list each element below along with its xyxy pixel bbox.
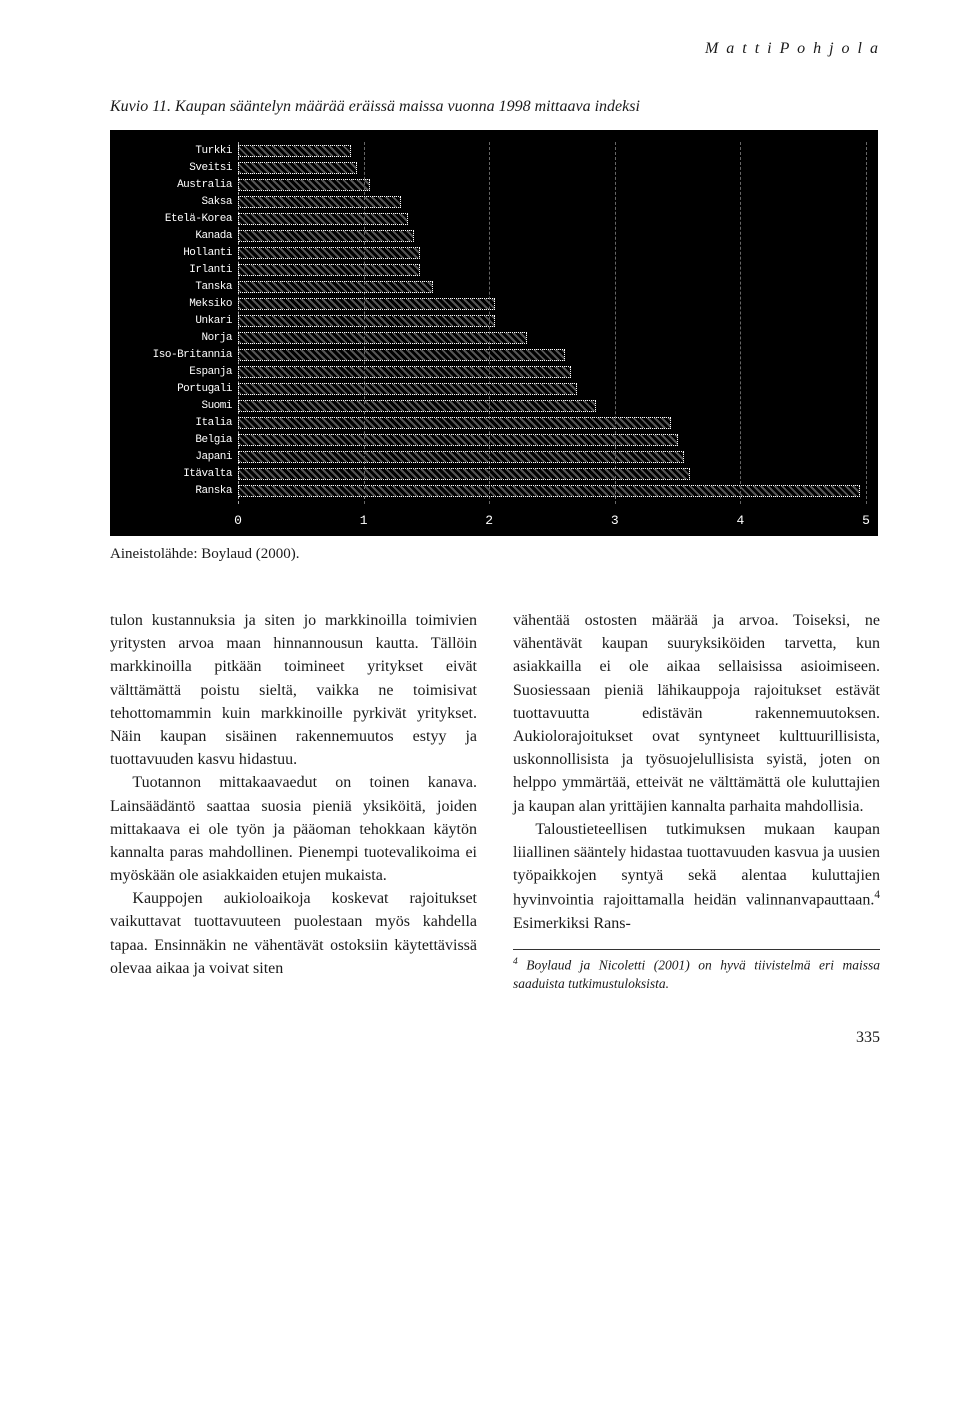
category-label: Itävalta — [110, 468, 238, 480]
body-columns: tulon kustannuksia ja siten jo markkinoi… — [110, 609, 880, 993]
footnote: 4 Boylaud ja Nicoletti (2001) on hyvä ti… — [513, 956, 880, 993]
footnote-rule — [513, 949, 880, 950]
bar — [238, 213, 408, 225]
bar — [238, 434, 678, 446]
bar — [238, 400, 596, 412]
bar — [238, 417, 671, 429]
category-label: Saksa — [110, 196, 238, 208]
left-column: tulon kustannuksia ja siten jo markkinoi… — [110, 609, 477, 993]
paragraph: Kauppojen aukioloaikoja koskevat rajoitu… — [110, 887, 477, 980]
category-label: Meksiko — [110, 298, 238, 310]
bar-row: Ranska — [110, 484, 866, 498]
bar-row: Australia — [110, 178, 866, 192]
bar-row: Japani — [110, 450, 866, 464]
bar — [238, 366, 571, 378]
category-label: Sveitsi — [110, 162, 238, 174]
bar — [238, 383, 577, 395]
bar — [238, 332, 527, 344]
bar-row: Irlanti — [110, 263, 866, 277]
bar-row: Norja — [110, 331, 866, 345]
bar-row: Italia — [110, 416, 866, 430]
x-tick-label: 5 — [862, 513, 870, 528]
bar — [238, 468, 690, 480]
bar-row: Iso-Britannia — [110, 348, 866, 362]
bar-row: Espanja — [110, 365, 866, 379]
bar — [238, 196, 401, 208]
bar-row: Suomi — [110, 399, 866, 413]
bar-row: Unkari — [110, 314, 866, 328]
bar-row: Turkki — [110, 144, 866, 158]
category-label: Ranska — [110, 485, 238, 497]
category-label: Iso-Britannia — [110, 349, 238, 361]
gridline — [866, 142, 867, 504]
category-label: Etelä-Korea — [110, 213, 238, 225]
running-head: M a t t i P o h j o l a — [110, 40, 880, 58]
regulation-index-chart: 0 1 2 3 4 5 Turkki Sveitsi Australia Saksa Etelä-K… — [110, 130, 878, 536]
bar — [238, 451, 684, 463]
category-label: Espanja — [110, 366, 238, 378]
category-label: Hollanti — [110, 247, 238, 259]
bar-row: Itävalta — [110, 467, 866, 481]
bar — [238, 315, 495, 327]
category-label: Italia — [110, 417, 238, 429]
category-label: Irlanti — [110, 264, 238, 276]
bar — [238, 485, 860, 497]
x-tick-label: 2 — [485, 513, 493, 528]
bar-row: Kanada — [110, 229, 866, 243]
bar — [238, 162, 357, 174]
bar — [238, 298, 495, 310]
bar-row: Tanska — [110, 280, 866, 294]
bar-row: Belgia — [110, 433, 866, 447]
category-label: Belgia — [110, 434, 238, 446]
bar-row: Hollanti — [110, 246, 866, 260]
bar — [238, 230, 414, 242]
x-tick-label: 0 — [234, 513, 242, 528]
footnote-ref: 4 — [874, 889, 880, 901]
category-label: Australia — [110, 179, 238, 191]
figure-source: Aineistolähde: Boylaud (2000). — [110, 546, 880, 563]
x-tick-label: 4 — [736, 513, 744, 528]
bar-row: Saksa — [110, 195, 866, 209]
bar — [238, 247, 420, 259]
figure-caption: Kuvio 11. Kaupan sääntelyn määrää eräiss… — [110, 98, 880, 116]
bar-row: Etelä-Korea — [110, 212, 866, 226]
bar — [238, 281, 433, 293]
x-tick-label: 1 — [360, 513, 368, 528]
right-column: vähentää ostosten määrää ja arvoa. Toise… — [513, 609, 880, 993]
paragraph: vähentää ostosten määrää ja arvoa. Toise… — [513, 609, 880, 818]
paragraph: tulon kustannuksia ja siten jo markkinoi… — [110, 609, 477, 771]
paragraph-text: Esimerkiksi Rans- — [513, 915, 631, 932]
category-label: Tanska — [110, 281, 238, 293]
category-label: Turkki — [110, 145, 238, 157]
category-label: Kanada — [110, 230, 238, 242]
page-number: 335 — [110, 1029, 880, 1047]
category-label: Suomi — [110, 400, 238, 412]
bar-row: Portugali — [110, 382, 866, 396]
footnote-text: Boylaud ja Nicoletti (2001) on hyvä tiiv… — [513, 957, 880, 990]
paragraph: Tuotannon mittakaavaedut on toinen kanav… — [110, 771, 477, 887]
bar — [238, 145, 351, 157]
bar-row: Meksiko — [110, 297, 866, 311]
x-tick-label: 3 — [611, 513, 619, 528]
bar — [238, 349, 565, 361]
category-label: Unkari — [110, 315, 238, 327]
category-label: Norja — [110, 332, 238, 344]
bar-row: Sveitsi — [110, 161, 866, 175]
paragraph: Taloustieteellisen tutkimuksen mukaan ka… — [513, 818, 880, 935]
paragraph-text: Taloustieteellisen tutkimuksen mukaan ka… — [513, 821, 880, 909]
bar — [238, 179, 370, 191]
bar — [238, 264, 420, 276]
category-label: Portugali — [110, 383, 238, 395]
category-label: Japani — [110, 451, 238, 463]
